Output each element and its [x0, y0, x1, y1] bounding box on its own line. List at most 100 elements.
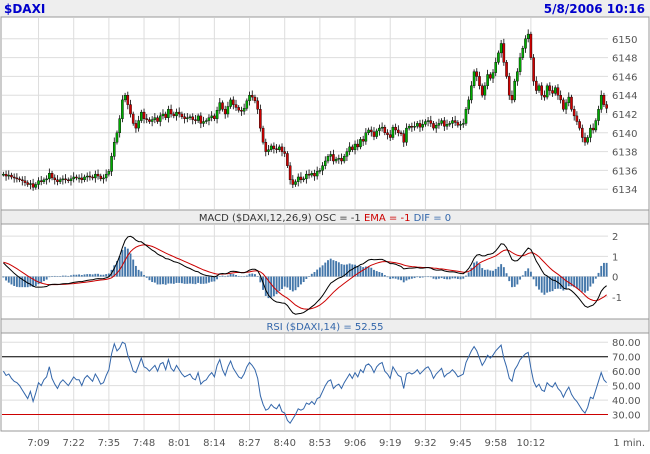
candle-body — [145, 118, 149, 120]
candle-body — [402, 133, 406, 143]
candle-body — [518, 57, 522, 72]
macd-histogram-bar — [121, 249, 124, 277]
macd-histogram-bar — [88, 274, 91, 277]
macd-histogram-bar — [521, 275, 524, 277]
candle-body — [313, 173, 316, 177]
candle-body — [310, 173, 314, 176]
candle-body — [578, 121, 581, 129]
macd-histogram-bar — [56, 276, 59, 277]
macd-histogram-bar — [45, 276, 48, 280]
macd-histogram-bar — [600, 265, 603, 277]
macd-histogram-bar — [5, 276, 8, 281]
macd-histogram-bar — [356, 265, 359, 277]
macd-histogram-bar — [70, 275, 72, 277]
candle-body — [445, 124, 449, 127]
candle-body — [221, 102, 224, 110]
macd-histogram-bar — [256, 276, 259, 277]
candle-body — [521, 48, 525, 58]
candle-body — [361, 139, 365, 142]
macd-histogram-bar — [26, 276, 29, 288]
macd-histogram-bar — [213, 276, 216, 282]
candle-body — [259, 109, 262, 129]
candle-body — [340, 157, 343, 162]
candle-body — [115, 132, 119, 143]
macd-histogram-bar — [540, 276, 543, 293]
macd-histogram-bar — [202, 276, 205, 284]
candle-body — [45, 178, 48, 181]
candle-body — [486, 74, 489, 86]
macd-histogram-bar — [61, 275, 64, 277]
macd-histogram-bar — [386, 276, 389, 278]
macd-histogram-bar — [511, 276, 513, 288]
macd-histogram-bar — [37, 276, 40, 285]
macd-histogram-bar — [494, 268, 497, 277]
candle-body — [286, 153, 289, 166]
macd-histogram-bar — [32, 276, 35, 287]
candle-body — [507, 76, 511, 96]
macd-histogram-bar — [18, 276, 21, 288]
candle-body — [269, 145, 273, 150]
candle-body — [61, 178, 65, 181]
macd-lines — [3, 235, 607, 315]
macd-histogram-bar — [291, 276, 294, 292]
candle-body — [42, 179, 46, 182]
candle-body — [348, 146, 351, 152]
candle-body — [121, 99, 124, 119]
candle-body — [307, 173, 311, 176]
macd-histogram-bar — [221, 275, 224, 277]
macd-histogram-bar — [538, 276, 540, 290]
candle-body — [526, 33, 530, 39]
rsi-tick-label: 60.00 — [612, 367, 641, 378]
time-tick-label: 9:19 — [379, 438, 401, 449]
candle-body — [599, 94, 603, 110]
macd-histogram-bar — [516, 276, 519, 285]
candle-body — [345, 151, 349, 157]
macd-tick-label: 1 — [612, 252, 618, 263]
macd-histogram-bar — [116, 261, 118, 277]
macd-histogram-bar — [251, 273, 254, 277]
macd-histogram-bar — [437, 276, 440, 279]
candle-body — [353, 143, 357, 150]
macd-tick-label: 2 — [612, 232, 618, 243]
macd-histogram-bar — [107, 273, 110, 277]
rsi-tick-label: 50.00 — [612, 382, 641, 393]
macd-histogram-bar — [42, 276, 45, 282]
macd-histogram-bar — [175, 276, 178, 283]
candle-body — [80, 177, 84, 180]
time-tick-label: 9:45 — [449, 438, 471, 449]
macd-histogram-bar — [465, 275, 467, 277]
macd-histogram-bar — [573, 276, 576, 288]
candle-body — [83, 176, 86, 180]
candle-body — [215, 110, 219, 119]
macd-histogram-bar — [421, 276, 424, 278]
candle-body — [267, 149, 270, 152]
candle-body — [413, 126, 416, 128]
candle-body — [332, 154, 335, 162]
candle-body — [37, 180, 40, 185]
macd-histogram-bar — [456, 276, 459, 279]
candle-body — [483, 85, 487, 96]
price-candles — [2, 29, 608, 191]
candle-body — [299, 176, 303, 180]
candle-body — [302, 178, 305, 181]
macd-histogram-bar — [254, 274, 256, 277]
candle-body — [177, 111, 181, 115]
macd-histogram-bar — [208, 276, 210, 283]
macd-histogram-bar — [575, 276, 578, 289]
candle-body — [605, 104, 608, 109]
macd-histogram-bar — [519, 276, 522, 280]
macd-histogram-bar — [308, 276, 311, 277]
macd-histogram-bar — [416, 276, 419, 278]
macd-histogram-bar — [83, 274, 86, 277]
candle-body — [583, 137, 587, 143]
candle-body — [388, 134, 392, 138]
candle-body — [342, 156, 346, 162]
candle-body — [186, 117, 189, 119]
macd-histogram-bar — [508, 276, 511, 282]
candle-body — [39, 180, 43, 182]
macd-histogram-bar — [281, 276, 283, 289]
candle-body — [434, 125, 438, 129]
candle-body — [591, 127, 595, 131]
macd-histogram-bar — [167, 276, 170, 284]
macd-histogram-bar — [337, 262, 340, 277]
